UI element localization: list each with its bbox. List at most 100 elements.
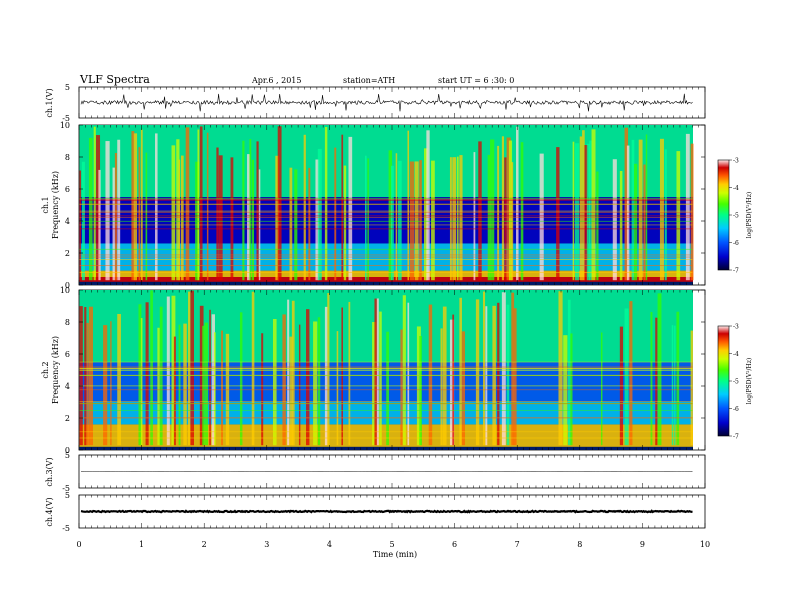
spectrogram-streak: [504, 157, 507, 281]
spectrogram-streak: [556, 147, 560, 281]
spectrogram-streak: [428, 304, 433, 446]
spectrogram-streak: [612, 159, 617, 281]
spectrogram-streak: [348, 136, 353, 281]
spectrogram-streak: [431, 160, 435, 281]
spectrogram-streak: [379, 311, 382, 446]
spectrogram-streak: [110, 321, 112, 446]
spectrogram-streak: [138, 304, 142, 446]
spectrogram-streak: [501, 136, 504, 281]
freq-tick-label: 10: [60, 121, 70, 130]
colorbar-tick-label: -4: [733, 351, 739, 358]
spectrogram-streak: [365, 155, 367, 281]
spectrogram-streak: [324, 306, 328, 446]
spectrogram-streak: [407, 130, 410, 281]
ch2-channel-label: ch.2: [41, 361, 50, 378]
freq-tick-label: 4: [65, 382, 70, 391]
spectrogram-streak: [131, 131, 135, 281]
ch2-colorbar-label: log(PSD(V²/Hz): [746, 358, 753, 405]
spectrogram-streak: [86, 322, 89, 446]
spectrogram-streak: [655, 317, 658, 446]
spectrogram-streak: [230, 157, 234, 281]
freq-tick-label: 2: [65, 414, 70, 423]
spectrogram-streak: [79, 170, 82, 281]
spectrogram-streak: [414, 161, 419, 281]
freq-tick-label: 8: [65, 318, 70, 327]
spectrogram-streak: [402, 295, 406, 446]
spectrogram-streak: [596, 171, 599, 281]
spectrogram-streak: [407, 302, 410, 446]
spectrogram-streak: [145, 152, 148, 281]
spectrogram-streak: [452, 157, 457, 281]
spectrogram-streak: [317, 317, 321, 446]
x-tick-label: 8: [577, 540, 582, 549]
spectrogram-streak: [209, 309, 211, 446]
colorbar-tick-label: -6: [733, 406, 739, 413]
spectrogram-streak: [275, 155, 280, 281]
spectrogram-streak: [155, 133, 158, 281]
spectrogram-streak: [105, 141, 110, 281]
spectrogram-streak: [659, 138, 664, 281]
spectrogram-streak: [690, 330, 693, 446]
spectrogram-streak: [289, 336, 293, 446]
colorbar-tick-label: -4: [733, 185, 739, 192]
spectrogram-streak: [277, 126, 282, 281]
ch1-colorbar-label: log(PSD(V²/Hz): [746, 192, 753, 239]
spectrogram-streak: [133, 133, 138, 281]
colorbar-tick-label: -3: [733, 158, 739, 165]
spectrogram-streak: [324, 127, 328, 281]
spectrogram-streak: [272, 319, 277, 446]
spectrogram-streak: [508, 140, 513, 281]
spectrogram-streak: [539, 153, 544, 281]
spectrogram-streak: [211, 314, 215, 446]
ch1-channel-label: ch.1: [41, 196, 50, 213]
spectrogram-streak: [664, 149, 667, 281]
spectrogram-streak: [690, 143, 694, 281]
start-time-label: start UT = 6 :30: 0: [438, 76, 514, 85]
spectrogram-streak: [341, 134, 344, 281]
spectrogram-streak: [251, 159, 255, 281]
spectrogram-streak: [671, 325, 674, 446]
spectrogram-streak: [563, 335, 568, 446]
spectrogram-streak: [256, 141, 259, 281]
spectrogram-streak: [202, 325, 205, 446]
axis-ticks: 0 1 2 3 4 5 6 7 8 9 10: [76, 87, 710, 549]
spectrogram-streak: [261, 333, 264, 446]
colorbar-tick-label: -6: [733, 240, 739, 247]
freq-tick-label: 6: [65, 350, 70, 359]
spectrogram-streak: [84, 306, 87, 446]
ch3-waveform-ylabel: ch.3(V): [45, 457, 54, 486]
spectrogram-streak: [513, 308, 517, 446]
x-tick-label: 6: [452, 540, 457, 549]
spectrogram-streak: [674, 325, 676, 446]
spectrogram-streak: [440, 328, 443, 446]
spectrogram-streak: [638, 139, 643, 281]
spectrogram-streak: [282, 314, 286, 446]
spectrogram-streak: [386, 331, 389, 446]
ch2-frequency-ylabel: Frequency (kHz): [51, 336, 60, 404]
colorbar-tick-label: -3: [733, 324, 739, 331]
freq-tick-label: 0: [65, 281, 70, 290]
spectrogram-streak: [570, 333, 573, 446]
spectrogram-streak: [475, 299, 480, 446]
spectrogram-streak: [287, 299, 290, 446]
spectrogram-streak: [96, 135, 101, 281]
spectrogram-streak: [395, 153, 398, 281]
freq-tick-label: 10: [60, 286, 70, 295]
waveform-path: [80, 93, 693, 112]
spectrogram-streak: [685, 133, 690, 281]
ch4-waveform-trace: 5 -5: [62, 491, 693, 533]
freq-tick-label: 6: [65, 185, 70, 194]
spectrogram-streak: [178, 159, 181, 281]
spectrogram-streak: [631, 139, 635, 281]
spectrogram-streak: [157, 327, 160, 446]
station-label: station=ATH: [343, 76, 395, 85]
spectrogram-streak: [213, 332, 216, 446]
spectrogram-streak: [176, 139, 180, 281]
spectrogram-streak: [178, 324, 181, 446]
spectrogram-streak: [239, 312, 243, 446]
spectrogram-streak: [426, 130, 430, 281]
spectrogram-streak: [171, 145, 176, 281]
voltage-tick-label: 5: [65, 451, 70, 460]
spectrogram-streak: [303, 134, 306, 281]
colorbar-tick-label: -5: [733, 213, 739, 220]
